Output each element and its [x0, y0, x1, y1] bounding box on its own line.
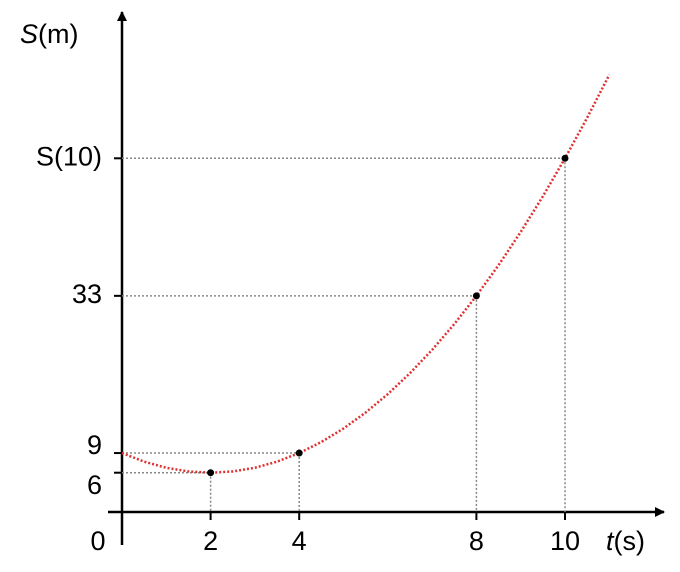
point: [207, 469, 215, 477]
point: [295, 449, 303, 457]
origin-label: 0: [90, 526, 105, 556]
x-tick-label: 2: [203, 526, 218, 556]
x-label-var: t: [606, 526, 615, 556]
y-label-unit: (m): [38, 19, 78, 49]
point: [472, 292, 480, 300]
curve: [121, 74, 611, 474]
point: [561, 154, 569, 162]
y-tick-label: 33: [72, 279, 102, 309]
x-tick-label: 4: [292, 526, 307, 556]
y-tick-label: 6: [87, 470, 102, 500]
x-axis-label: t(s): [606, 526, 645, 556]
y-tick-label: 9: [87, 430, 102, 460]
x-tick-label: 10: [550, 526, 580, 556]
y-tick-label: S(10): [36, 141, 102, 171]
x-tick-label: 8: [469, 526, 484, 556]
y-label-var: S: [20, 19, 38, 49]
y-tick-label-text: S(10): [36, 141, 102, 171]
y-axis-label: S(m): [20, 19, 79, 49]
x-label-unit: (s): [614, 526, 645, 556]
